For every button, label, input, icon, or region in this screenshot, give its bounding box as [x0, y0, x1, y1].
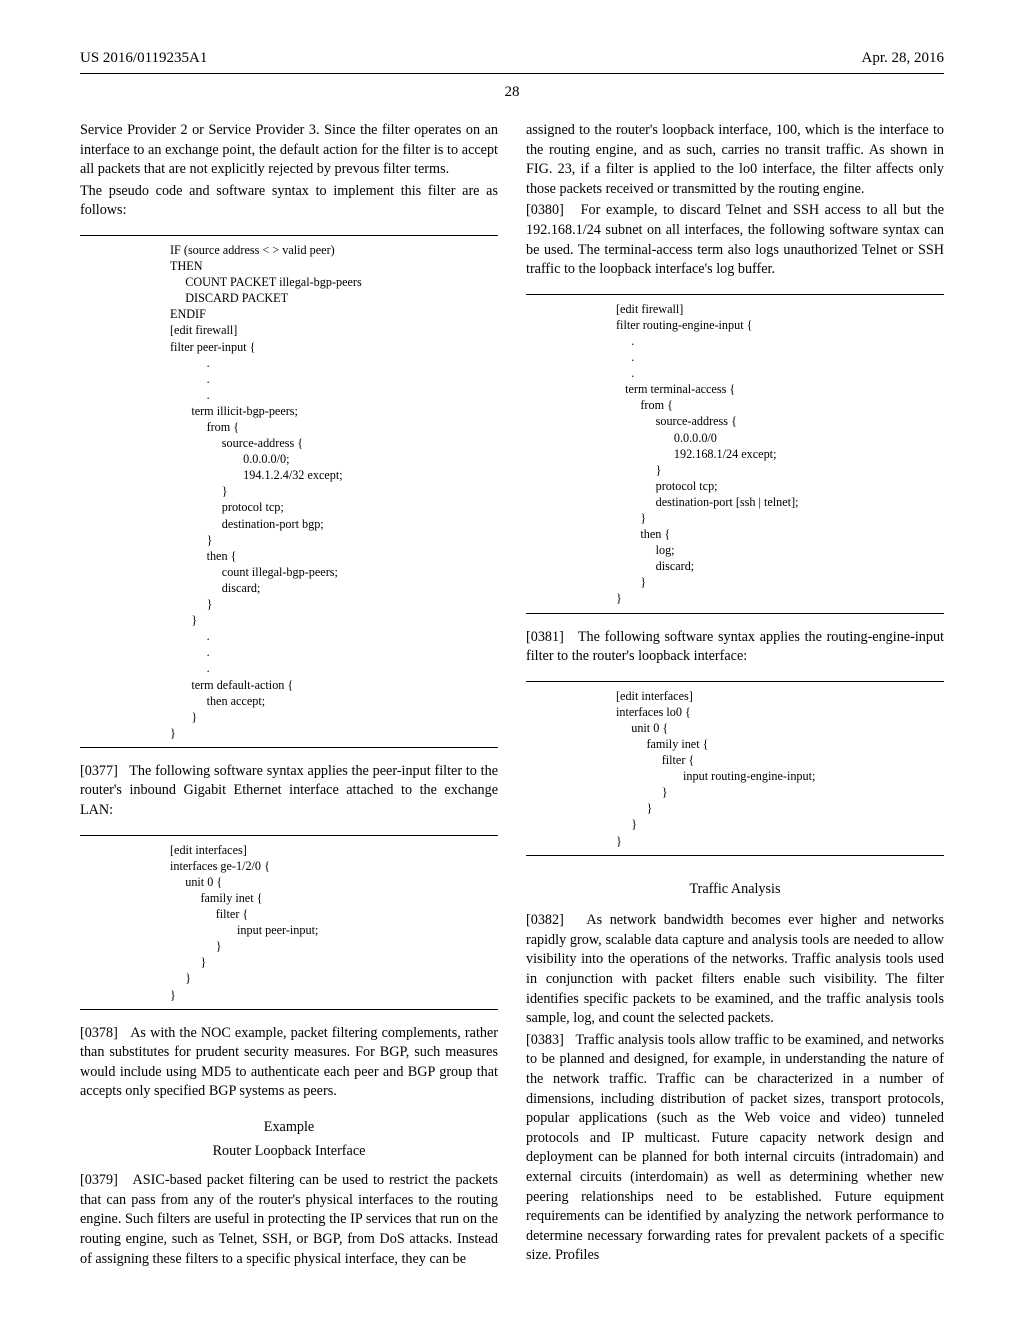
- page-number: 28: [80, 84, 944, 101]
- para-0380-text: For example, to discard Telnet and SSH a…: [526, 202, 944, 277]
- code-block-1-wrap: IF (source address < > valid peer) THEN …: [80, 235, 498, 748]
- code-rule-top-3: [526, 294, 944, 295]
- code-rule-top-2: [80, 835, 498, 836]
- para-num-0378: [0378]: [80, 1025, 118, 1041]
- publication-date: Apr. 28, 2016: [862, 50, 945, 67]
- traffic-analysis-heading: Traffic Analysis: [526, 880, 944, 900]
- publication-number: US 2016/0119235A1: [80, 50, 207, 67]
- para-num-0379: [0379]: [80, 1172, 118, 1188]
- para-num-0381: [0381]: [526, 629, 564, 645]
- continuation-para: assigned to the router's loopback interf…: [526, 121, 944, 199]
- page-header: US 2016/0119235A1 Apr. 28, 2016: [80, 50, 944, 67]
- code-block-3-wrap: [edit firewall] filter routing-engine-in…: [526, 294, 944, 614]
- code-rule-bottom-3: [526, 613, 944, 614]
- code-block-4-wrap: [edit interfaces] interfaces lo0 { unit …: [526, 681, 944, 856]
- para-0377: [0377] The following software syntax app…: [80, 762, 498, 821]
- para-0378: [0378] As with the NOC example, packet f…: [80, 1024, 498, 1102]
- code-block-3: [edit firewall] filter routing-engine-in…: [616, 301, 944, 607]
- code-rule-bottom: [80, 747, 498, 748]
- para-num-0382: [0382]: [526, 912, 564, 928]
- code-rule-bottom-2: [80, 1009, 498, 1010]
- code-block-2-wrap: [edit interfaces] interfaces ge-1/2/0 { …: [80, 835, 498, 1010]
- para-0381-text: The following software syntax applies th…: [526, 629, 944, 665]
- para-0383: [0383] Traffic analysis tools allow traf…: [526, 1031, 944, 1266]
- para-0383-text: Traffic analysis tools allow traffic to …: [526, 1032, 944, 1264]
- intro-paragraph: Service Provider 2 or Service Provider 3…: [80, 121, 498, 180]
- para-0380: [0380] For example, to discard Telnet an…: [526, 201, 944, 279]
- code-rule-top-4: [526, 681, 944, 682]
- para-0382: [0382] As network bandwidth becomes ever…: [526, 911, 944, 1029]
- para-0378-text: As with the NOC example, packet filterin…: [80, 1025, 498, 1100]
- para-num-0380: [0380]: [526, 202, 564, 218]
- para-0381: [0381] The following software syntax app…: [526, 628, 944, 667]
- code-block-2: [edit interfaces] interfaces ge-1/2/0 { …: [170, 842, 498, 1003]
- para-0379-text: ASIC-based packet filtering can be used …: [80, 1172, 498, 1266]
- para-num-0383: [0383]: [526, 1032, 564, 1048]
- para-num-0377: [0377]: [80, 763, 118, 779]
- header-rule: [80, 73, 944, 74]
- para-0377-text: The following software syntax applies th…: [80, 763, 498, 818]
- pseudo-intro: The pseudo code and software syntax to i…: [80, 182, 498, 221]
- right-column: assigned to the router's loopback interf…: [526, 121, 944, 1271]
- two-column-layout: Service Provider 2 or Service Provider 3…: [80, 121, 944, 1271]
- example-heading: Example: [80, 1118, 498, 1138]
- code-block-4: [edit interfaces] interfaces lo0 { unit …: [616, 688, 944, 849]
- page-container: US 2016/0119235A1 Apr. 28, 2016 28 Servi…: [0, 0, 1024, 1320]
- para-0382-text: As network bandwidth becomes ever higher…: [526, 912, 944, 1026]
- code-block-1: IF (source address < > valid peer) THEN …: [170, 242, 498, 741]
- example-subheading: Router Loopback Interface: [80, 1142, 498, 1162]
- left-column: Service Provider 2 or Service Provider 3…: [80, 121, 498, 1271]
- para-0379: [0379] ASIC-based packet filtering can b…: [80, 1171, 498, 1269]
- code-rule-bottom-4: [526, 855, 944, 856]
- code-rule-top: [80, 235, 498, 236]
